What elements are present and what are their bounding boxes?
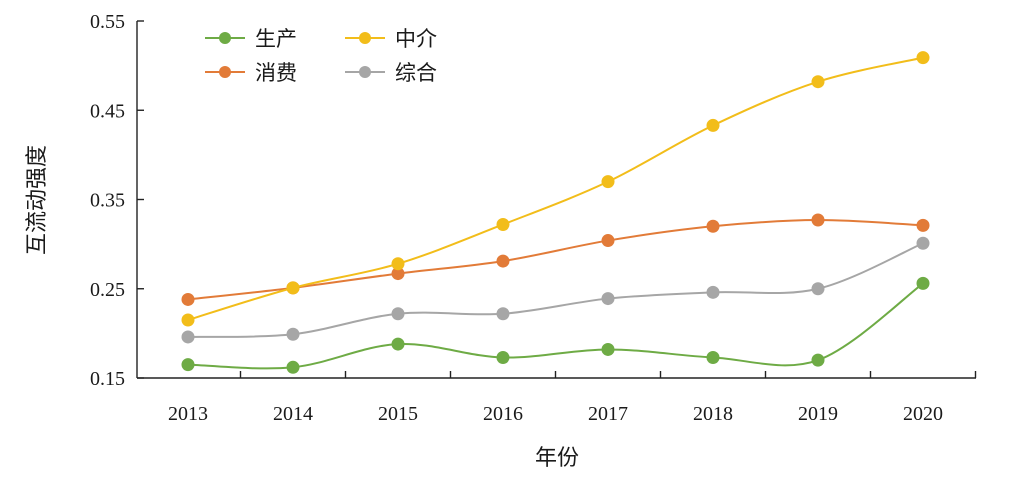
data-point [496,350,510,364]
x-tick-label: 2016 [483,403,523,425]
data-point [391,337,405,351]
data-point [916,51,930,65]
data-point [811,353,825,367]
data-point [811,213,825,227]
series-line [187,282,924,370]
data-point [706,219,720,233]
series-2 [181,51,930,327]
x-tick-label: 2017 [588,403,628,425]
data-point [916,236,930,250]
y-tick-label: 0.35 [90,190,125,212]
series-layer [181,51,930,374]
x-axis-title: 年份 [535,446,579,471]
data-point [706,285,720,299]
legend-label: 生产 [255,27,297,51]
data-point [391,307,405,321]
data-point [496,307,510,321]
data-point [181,330,195,344]
legend-label: 综合 [395,61,437,85]
data-point [916,218,930,232]
data-point [286,327,300,341]
data-point [601,234,615,248]
data-point [496,217,510,231]
data-point [706,118,720,132]
x-ticks: 2013 2014 2015 2016 2017 2018 2019 2020 [168,371,977,425]
data-point [601,342,615,356]
data-point [181,358,195,372]
x-tick-label: 2013 [168,403,208,425]
y-ticks: 0.15 0.25 0.35 0.45 0.55 [90,11,144,390]
data-point [391,257,405,271]
legend-label: 消费 [255,61,297,85]
series-line [187,56,924,321]
data-point [811,282,825,296]
y-tick-label: 0.25 [90,279,125,301]
legend-item: 综合 [345,61,437,85]
legend-label: 中介 [395,27,437,51]
legend-swatch-marker [359,66,371,78]
legend-swatch-marker [219,66,231,78]
x-tick-label: 2014 [273,403,313,425]
data-point [181,313,195,327]
data-point [391,267,405,281]
x-tick-label: 2015 [378,403,418,425]
y-tick-label: 0.55 [90,11,125,33]
data-point [496,254,510,268]
series-3 [181,236,930,344]
legend-item: 消费 [205,61,297,85]
data-point [286,281,300,295]
legend-swatch-marker [219,32,231,44]
x-tick-label: 2018 [693,403,733,425]
data-point [286,360,300,374]
series-line [187,242,924,338]
series-1 [181,213,930,306]
data-point [601,292,615,306]
y-axis-title: 互流动强度 [25,145,50,255]
data-point [181,292,195,306]
data-point [916,276,930,290]
legend-item: 中介 [345,27,437,51]
y-tick-label: 0.45 [90,100,125,122]
data-point [601,175,615,189]
series-0 [181,276,930,374]
x-tick-label: 2020 [903,403,943,425]
legend-item: 生产 [205,27,297,51]
y-tick-label: 0.15 [90,368,125,390]
data-point [811,75,825,89]
data-point [706,350,720,364]
axes: 0.150.250.350.450.55 2013 2014 2015 2016 201… [90,11,977,425]
x-tick-label: 2019 [798,403,838,425]
legend-swatch-marker [359,32,371,44]
series-line [187,219,924,301]
